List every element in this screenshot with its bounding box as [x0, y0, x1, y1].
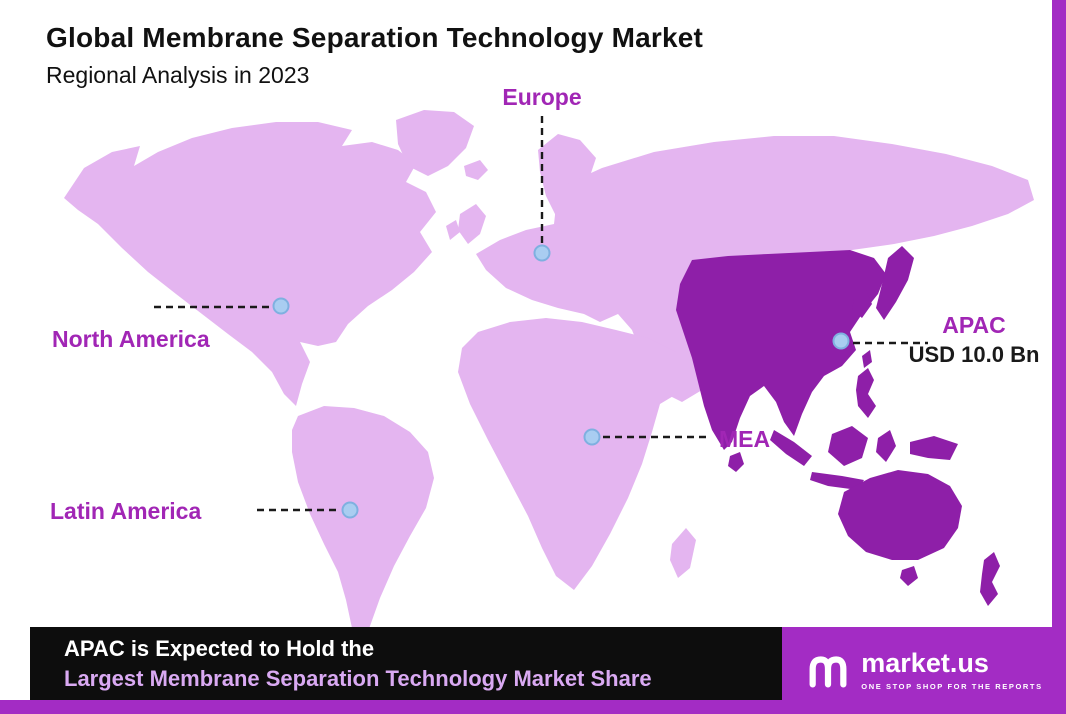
landmass-borneo	[828, 426, 868, 466]
banner-line-1: APAC is Expected to Hold the	[64, 636, 375, 661]
landmass-tasmania	[900, 566, 918, 586]
landmass-korea	[852, 290, 872, 318]
map-marker-latin-america	[341, 501, 359, 519]
landmass-scandinavia	[538, 134, 596, 216]
landmass-philippines	[856, 368, 876, 418]
landmass-australia	[838, 470, 962, 560]
landmasses-apac	[676, 246, 1000, 606]
marketus-logo-name: market.us	[861, 648, 989, 678]
landmass-java	[810, 472, 864, 490]
landmass-uk	[458, 204, 486, 244]
map-marker-apac	[832, 332, 850, 350]
region-label-europe: Europe	[502, 84, 582, 110]
region-label-apac-group: APAC USD 10.0 Bn	[898, 312, 1050, 368]
marketus-logo-block: market.us ONE STOP SHOP FOR THE REPORTS	[782, 627, 1066, 714]
landmass-africa	[458, 318, 692, 590]
landmass-japan	[876, 246, 914, 320]
landmass-ireland	[446, 220, 460, 240]
page-subtitle: Regional Analysis in 2023	[46, 62, 310, 88]
footer-banner: APAC is Expected to Hold the Largest Mem…	[30, 627, 782, 700]
marketus-m-icon	[809, 655, 847, 688]
landmass-south-america	[292, 406, 434, 646]
landmass-iceland	[464, 160, 488, 180]
landmass-new-guinea	[910, 436, 958, 460]
marketus-logo-text: market.us ONE STOP SHOP FOR THE REPORTS	[861, 648, 1043, 692]
region-label-north-america: North America	[52, 326, 210, 352]
region-label-latin-america: Latin America	[50, 498, 202, 524]
page-title: Global Membrane Separation Technology Ma…	[46, 22, 704, 53]
landmass-sumatra	[770, 430, 812, 466]
banner-line-2: Largest Membrane Separation Technology M…	[64, 665, 652, 691]
map-marker-north-america	[272, 297, 290, 315]
map-markers	[272, 244, 850, 519]
landmasses-light	[64, 110, 1034, 646]
map-marker-europe	[533, 244, 551, 262]
landmass-eurasia	[476, 136, 1034, 402]
marketus-logo-tagline: ONE STOP SHOP FOR THE REPORTS	[861, 682, 1043, 691]
leader-lines	[154, 116, 928, 512]
landmass-greenland	[396, 110, 474, 176]
map-marker-mea	[583, 428, 601, 446]
landmass-sulawesi	[876, 430, 896, 462]
landmass-apac-mainland	[676, 250, 886, 450]
region-value-apac: USD 10.0 Bn	[908, 342, 1040, 367]
landmass-sri-lanka	[728, 452, 744, 472]
region-label-apac: APAC	[942, 312, 1006, 338]
landmass-madagascar	[670, 528, 696, 578]
landmass-north-america	[64, 122, 436, 406]
landmass-taiwan	[862, 350, 872, 368]
landmass-new-zealand	[980, 552, 1000, 606]
region-label-mea: MEA	[719, 426, 771, 452]
right-border-stripe	[1052, 0, 1066, 714]
